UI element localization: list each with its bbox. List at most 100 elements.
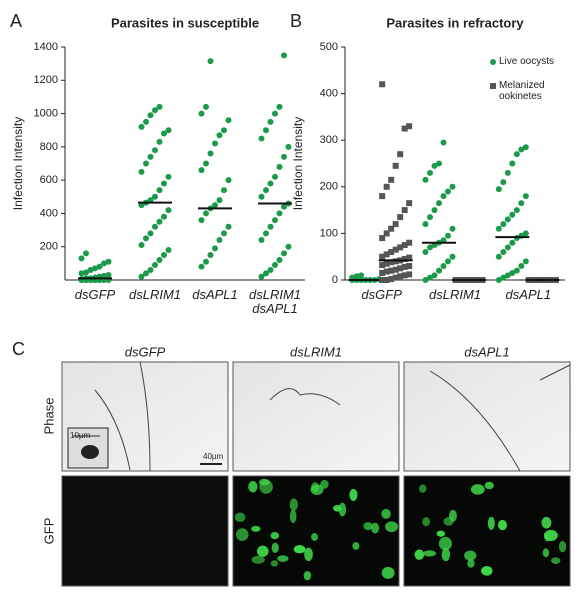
point bbox=[143, 270, 149, 277]
gfp-spot bbox=[467, 558, 475, 568]
point bbox=[504, 216, 511, 223]
point bbox=[379, 193, 386, 200]
x-tick-label: dsLRIM1 bbox=[128, 287, 182, 302]
point bbox=[401, 272, 408, 279]
y-tick-label: 800 bbox=[40, 141, 58, 153]
gfp-spot bbox=[289, 509, 297, 524]
point bbox=[504, 272, 511, 279]
point bbox=[147, 153, 154, 160]
point bbox=[203, 160, 209, 167]
point bbox=[383, 277, 390, 283]
point bbox=[161, 180, 167, 187]
gfp-spot bbox=[371, 522, 380, 534]
point bbox=[105, 258, 112, 265]
gfp-spot bbox=[381, 566, 395, 579]
point bbox=[212, 202, 218, 209]
point bbox=[281, 153, 287, 160]
point bbox=[500, 249, 507, 256]
point bbox=[397, 265, 404, 272]
point bbox=[258, 193, 265, 200]
column-label: dsAPL1 bbox=[464, 344, 510, 359]
gfp-spot bbox=[381, 508, 391, 519]
point bbox=[258, 237, 265, 244]
point bbox=[272, 173, 278, 180]
row-label: GFP bbox=[41, 518, 56, 545]
y-tick-label: 100 bbox=[320, 227, 338, 239]
point bbox=[495, 253, 502, 260]
point bbox=[276, 257, 283, 264]
y-tick-label: 400 bbox=[40, 207, 58, 219]
point bbox=[509, 211, 516, 218]
point bbox=[221, 230, 227, 237]
point bbox=[216, 132, 223, 139]
y-tick-label: 1400 bbox=[34, 41, 58, 53]
point bbox=[431, 272, 438, 279]
point bbox=[267, 267, 274, 274]
point bbox=[92, 265, 98, 272]
point bbox=[436, 267, 442, 274]
gfp-spot bbox=[304, 547, 313, 562]
gfp-spot bbox=[438, 536, 452, 551]
gfp-spot bbox=[352, 542, 360, 550]
point bbox=[267, 118, 274, 125]
point bbox=[495, 186, 502, 193]
point bbox=[392, 162, 399, 169]
y-axis-label: Infection Intensity bbox=[11, 117, 25, 210]
point bbox=[388, 176, 395, 183]
point bbox=[397, 273, 404, 280]
point bbox=[161, 130, 167, 137]
point bbox=[203, 210, 209, 217]
legend-label: Melanized ookinetes bbox=[499, 80, 545, 102]
point bbox=[96, 263, 103, 270]
y-tick-label: 500 bbox=[320, 41, 338, 53]
point bbox=[388, 259, 395, 266]
scale-bar-label: 40µm bbox=[203, 452, 224, 461]
point bbox=[449, 225, 456, 232]
point bbox=[509, 160, 516, 167]
point bbox=[138, 242, 145, 249]
point bbox=[427, 244, 433, 251]
point bbox=[513, 151, 520, 158]
point bbox=[383, 251, 390, 258]
point bbox=[388, 225, 395, 232]
column-label: dsGFP bbox=[125, 344, 166, 359]
point bbox=[225, 223, 232, 230]
point bbox=[267, 223, 274, 230]
point bbox=[198, 263, 205, 270]
point bbox=[383, 230, 390, 237]
point bbox=[272, 217, 278, 224]
point bbox=[147, 267, 154, 274]
point bbox=[422, 277, 429, 283]
gfp-spot bbox=[256, 545, 269, 557]
gfp-spot bbox=[558, 540, 567, 553]
gfp-spot bbox=[441, 547, 451, 562]
point bbox=[401, 263, 408, 270]
phase-images bbox=[61, 361, 571, 472]
point bbox=[388, 249, 395, 256]
point bbox=[263, 270, 269, 277]
point bbox=[78, 255, 85, 262]
point bbox=[156, 257, 163, 264]
point bbox=[138, 168, 145, 175]
y-tick-label: 0 bbox=[332, 274, 338, 286]
point bbox=[165, 173, 172, 180]
point bbox=[500, 221, 507, 228]
gfp-spot bbox=[289, 498, 298, 511]
point bbox=[379, 262, 386, 269]
row-label: Phase bbox=[41, 398, 56, 435]
point bbox=[221, 127, 227, 134]
point bbox=[513, 207, 520, 214]
point bbox=[165, 207, 172, 214]
gfp-spot bbox=[270, 560, 279, 567]
point bbox=[203, 258, 209, 265]
point bbox=[383, 268, 390, 275]
point bbox=[267, 180, 274, 187]
point bbox=[445, 258, 451, 265]
point bbox=[101, 260, 107, 267]
gfp-spot bbox=[422, 517, 431, 527]
point bbox=[285, 243, 292, 250]
point bbox=[504, 244, 511, 251]
point bbox=[379, 235, 386, 242]
y-tick-label: 200 bbox=[40, 241, 58, 253]
